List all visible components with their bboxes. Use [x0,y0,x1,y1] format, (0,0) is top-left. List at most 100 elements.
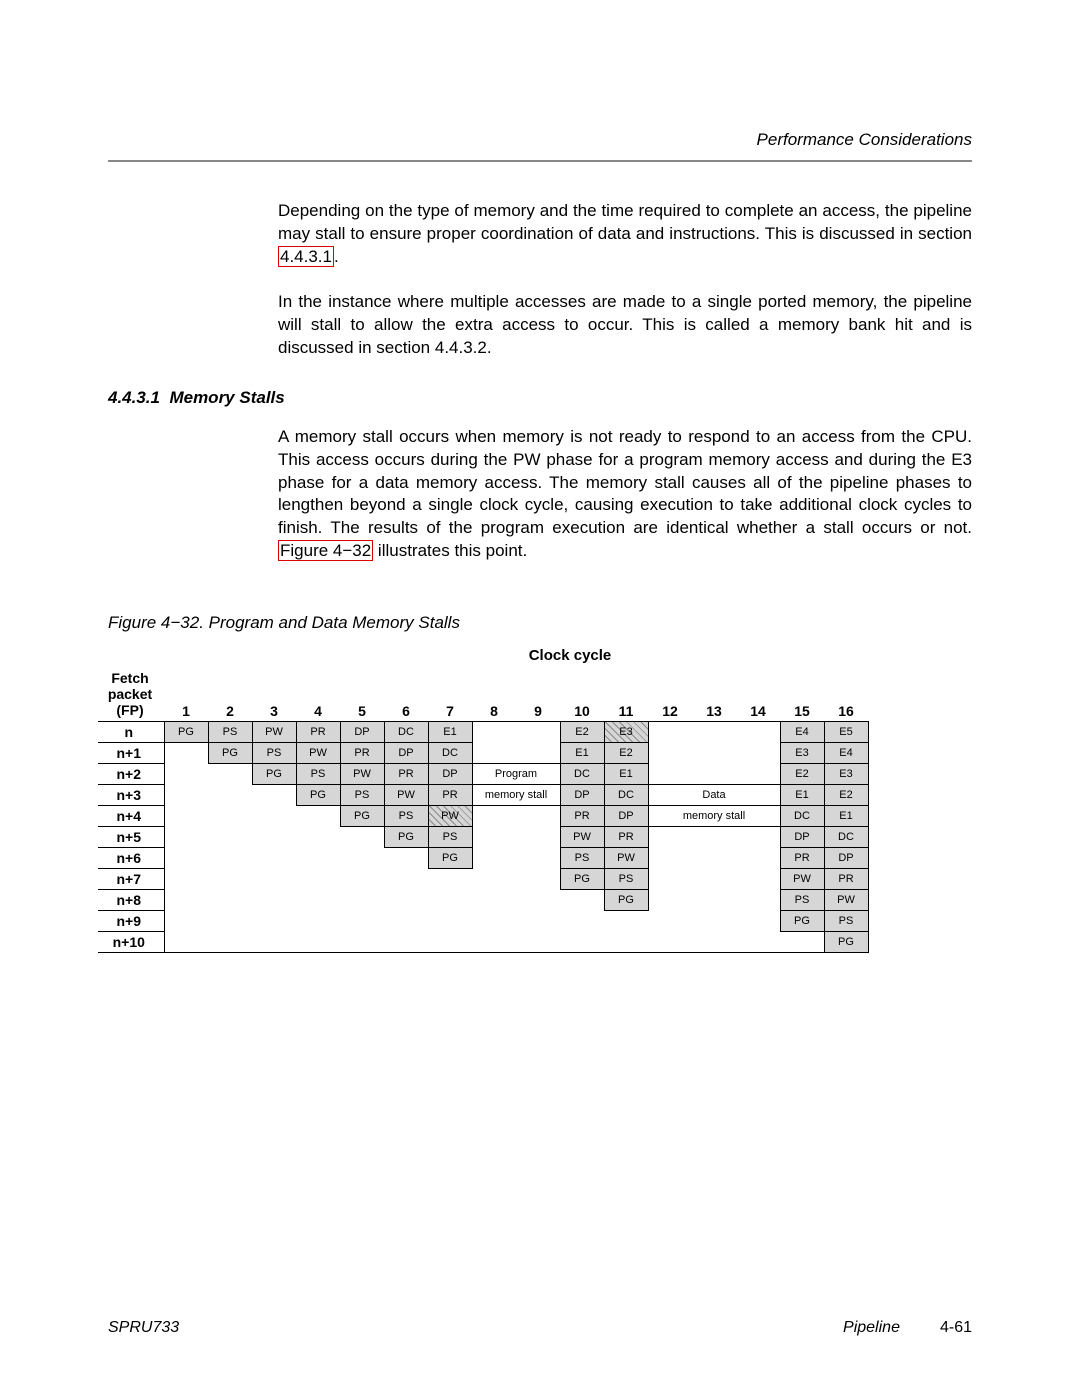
cell-empty [472,721,516,742]
cell-empty [692,721,736,742]
cell-empty [560,910,604,931]
cell-empty [208,868,252,889]
cell: PW [780,868,824,889]
row-label: n+5 [98,826,164,847]
cell: PS [560,847,604,868]
cell: PS [296,763,340,784]
cell-text: PW [441,810,459,822]
cell: DC [560,763,604,784]
cell: E3 [824,763,868,784]
cell-empty [296,889,340,910]
cell: PR [560,805,604,826]
cell: PS [384,805,428,826]
link-section-4431[interactable]: 4.4.3.1 [278,246,334,267]
cell-empty [736,721,780,742]
cell: DC [428,742,472,763]
page-header: Performance Considerations [108,130,972,162]
cell-empty [692,847,736,868]
cell-empty [340,889,384,910]
cell-empty [428,931,472,952]
cell-empty [384,868,428,889]
cell: PG [164,721,208,742]
cell-empty [252,931,296,952]
table-row: n+3 PG PS PW PR memory stall DP DC Data … [98,784,868,805]
col-13: 13 [692,668,736,721]
cell: E1 [604,763,648,784]
cell-empty [648,931,692,952]
cell-empty [384,847,428,868]
cell: PG [780,910,824,931]
cell: PG [560,868,604,889]
col-5: 5 [340,668,384,721]
span-memory-stall: memory stall [472,784,560,805]
cell-text: E3 [619,726,632,738]
cell: DP [340,721,384,742]
paragraph-2: In the instance where multiple accesses … [278,291,972,360]
fetch-packet-header: Fetchpacket(FP) [98,668,164,721]
cell-empty [736,763,780,784]
cell-empty [208,784,252,805]
cell: PR [428,784,472,805]
span-program: Program [472,763,560,784]
cell-empty [252,910,296,931]
cell-empty [252,826,296,847]
figure-caption: Figure 4−32. Program and Data Memory Sta… [108,613,972,633]
col-2: 2 [208,668,252,721]
cell: DC [384,721,428,742]
col-9: 9 [516,668,560,721]
cell-empty [296,931,340,952]
cell-empty [516,742,560,763]
table-row: n+9 PG PS [98,910,868,931]
cell-empty [164,910,208,931]
header-section-title: Performance Considerations [757,130,972,149]
cell-empty [472,931,516,952]
cell-empty [516,847,560,868]
cell-empty [208,826,252,847]
cell-empty [340,910,384,931]
cell: DC [824,826,868,847]
table-row: n+8 PG PS PW [98,889,868,910]
cell: PS [340,784,384,805]
col-3: 3 [252,668,296,721]
cell-empty [252,847,296,868]
table-row: n+5 PG PS PW PR DP DC [98,826,868,847]
cell: PS [252,742,296,763]
header-row: Fetchpacket(FP) 1 2 3 4 5 6 7 8 9 10 11 … [98,668,868,721]
row-label: n+10 [98,931,164,952]
cell-empty [472,868,516,889]
cell-empty [164,868,208,889]
cell-empty [164,931,208,952]
cell: PW [384,784,428,805]
col-8: 8 [472,668,516,721]
cell-empty [472,805,516,826]
cell-empty [384,910,428,931]
cell-empty [648,847,692,868]
cell-empty [384,931,428,952]
cell: PR [824,868,868,889]
cell-empty [164,889,208,910]
cell-empty [692,910,736,931]
link-figure-432[interactable]: Figure 4−32 [278,540,373,561]
cell-empty [648,721,692,742]
span-memory-stall-2: memory stall [648,805,780,826]
cell-empty [472,910,516,931]
cell: E5 [824,721,868,742]
cell-empty [780,931,824,952]
fp-line1: Fetch [111,670,148,686]
cell: PG [296,784,340,805]
page-container: Performance Considerations Depending on … [0,0,1080,1397]
p1-text-a: Depending on the type of memory and the … [278,201,972,243]
fp-line3: (FP) [116,702,143,718]
cell-empty [296,847,340,868]
table-row: n PG PS PW PR DP DC E1 E2 E3 E4 E5 [98,721,868,742]
cell: E3 [780,742,824,763]
span-data: Data [648,784,780,805]
cell-empty [296,826,340,847]
cell: PR [384,763,428,784]
col-11: 11 [604,668,648,721]
table-row: n+2 PG PS PW PR DP Program DC E1 E2 E3 [98,763,868,784]
cell-empty [252,889,296,910]
section-title: Memory Stalls [169,388,284,407]
fp-line2: packet [108,686,152,702]
cell-empty [472,742,516,763]
